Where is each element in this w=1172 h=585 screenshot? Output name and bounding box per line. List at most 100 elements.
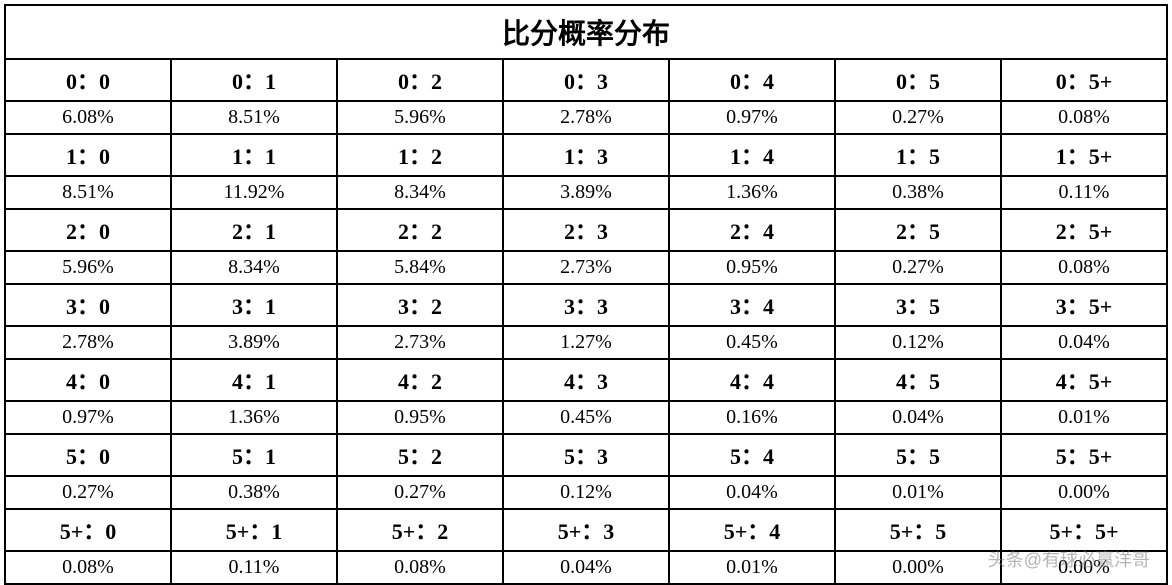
prob-cell: 0.00% bbox=[835, 551, 1001, 584]
prob-cell: 0.04% bbox=[1001, 326, 1167, 359]
prob-cell: 0.00% bbox=[1001, 476, 1167, 509]
score-cell: 1：5+ bbox=[1001, 134, 1167, 176]
prob-cell: 2.73% bbox=[337, 326, 503, 359]
score-row: 0：00：10：20：30：40：50：5+ bbox=[5, 59, 1167, 101]
prob-cell: 3.89% bbox=[503, 176, 669, 209]
prob-cell: 0.97% bbox=[669, 101, 835, 134]
prob-cell: 1.36% bbox=[669, 176, 835, 209]
score-cell: 5：5 bbox=[835, 434, 1001, 476]
title-row: 比分概率分布 bbox=[5, 5, 1167, 59]
score-cell: 5+：1 bbox=[171, 509, 337, 551]
score-cell: 4：5 bbox=[835, 359, 1001, 401]
prob-cell: 0.12% bbox=[503, 476, 669, 509]
score-cell: 5+：5 bbox=[835, 509, 1001, 551]
prob-cell: 0.16% bbox=[669, 401, 835, 434]
prob-cell: 0.08% bbox=[337, 551, 503, 584]
score-cell: 5：4 bbox=[669, 434, 835, 476]
score-cell: 0：5 bbox=[835, 59, 1001, 101]
score-cell: 5+：5+ bbox=[1001, 509, 1167, 551]
score-cell: 3：4 bbox=[669, 284, 835, 326]
score-cell: 5+：2 bbox=[337, 509, 503, 551]
score-cell: 5+：0 bbox=[5, 509, 171, 551]
prob-cell: 0.00% bbox=[1001, 551, 1167, 584]
score-cell: 2：0 bbox=[5, 209, 171, 251]
score-cell: 5：2 bbox=[337, 434, 503, 476]
score-cell: 1：1 bbox=[171, 134, 337, 176]
score-cell: 1：5 bbox=[835, 134, 1001, 176]
prob-cell: 3.89% bbox=[171, 326, 337, 359]
score-cell: 2：2 bbox=[337, 209, 503, 251]
score-cell: 5：0 bbox=[5, 434, 171, 476]
prob-cell: 6.08% bbox=[5, 101, 171, 134]
prob-cell: 0.04% bbox=[835, 401, 1001, 434]
prob-cell: 8.51% bbox=[171, 101, 337, 134]
prob-cell: 0.12% bbox=[835, 326, 1001, 359]
prob-cell: 2.78% bbox=[503, 101, 669, 134]
score-cell: 2：5+ bbox=[1001, 209, 1167, 251]
score-cell: 3：5 bbox=[835, 284, 1001, 326]
score-cell: 5+：3 bbox=[503, 509, 669, 551]
prob-cell: 0.01% bbox=[835, 476, 1001, 509]
prob-cell: 0.45% bbox=[669, 326, 835, 359]
prob-cell: 0.08% bbox=[1001, 251, 1167, 284]
score-probability-table: 比分概率分布 0：00：10：20：30：40：50：5+6.08%8.51%5… bbox=[4, 4, 1168, 585]
prob-cell: 8.51% bbox=[5, 176, 171, 209]
score-cell: 1：0 bbox=[5, 134, 171, 176]
prob-cell: 0.08% bbox=[5, 551, 171, 584]
prob-row: 0.27%0.38%0.27%0.12%0.04%0.01%0.00% bbox=[5, 476, 1167, 509]
prob-cell: 0.95% bbox=[669, 251, 835, 284]
score-cell: 5：3 bbox=[503, 434, 669, 476]
score-cell: 1：2 bbox=[337, 134, 503, 176]
score-cell: 4：0 bbox=[5, 359, 171, 401]
score-cell: 0：5+ bbox=[1001, 59, 1167, 101]
score-cell: 5+：4 bbox=[669, 509, 835, 551]
score-cell: 0：3 bbox=[503, 59, 669, 101]
prob-cell: 0.01% bbox=[1001, 401, 1167, 434]
score-cell: 3：3 bbox=[503, 284, 669, 326]
score-cell: 0：2 bbox=[337, 59, 503, 101]
prob-cell: 1.27% bbox=[503, 326, 669, 359]
score-cell: 5：1 bbox=[171, 434, 337, 476]
score-cell: 2：3 bbox=[503, 209, 669, 251]
prob-cell: 8.34% bbox=[337, 176, 503, 209]
prob-cell: 0.11% bbox=[171, 551, 337, 584]
score-cell: 4：3 bbox=[503, 359, 669, 401]
prob-row: 8.51%11.92%8.34%3.89%1.36%0.38%0.11% bbox=[5, 176, 1167, 209]
score-cell: 2：4 bbox=[669, 209, 835, 251]
table-title: 比分概率分布 bbox=[5, 5, 1167, 59]
prob-cell: 0.04% bbox=[503, 551, 669, 584]
prob-row: 2.78%3.89%2.73%1.27%0.45%0.12%0.04% bbox=[5, 326, 1167, 359]
prob-cell: 5.96% bbox=[5, 251, 171, 284]
score-cell: 4：1 bbox=[171, 359, 337, 401]
prob-cell: 0.01% bbox=[669, 551, 835, 584]
score-row: 2：02：12：22：32：42：52：5+ bbox=[5, 209, 1167, 251]
prob-row: 6.08%8.51%5.96%2.78%0.97%0.27%0.08% bbox=[5, 101, 1167, 134]
score-cell: 2：1 bbox=[171, 209, 337, 251]
score-cell: 4：5+ bbox=[1001, 359, 1167, 401]
score-cell: 3：0 bbox=[5, 284, 171, 326]
score-cell: 4：2 bbox=[337, 359, 503, 401]
score-row: 3：03：13：23：33：43：53：5+ bbox=[5, 284, 1167, 326]
score-cell: 0：0 bbox=[5, 59, 171, 101]
prob-cell: 0.45% bbox=[503, 401, 669, 434]
prob-cell: 0.27% bbox=[337, 476, 503, 509]
prob-cell: 0.27% bbox=[835, 251, 1001, 284]
prob-row: 0.97%1.36%0.95%0.45%0.16%0.04%0.01% bbox=[5, 401, 1167, 434]
prob-cell: 0.08% bbox=[1001, 101, 1167, 134]
score-row: 5：05：15：25：35：45：55：5+ bbox=[5, 434, 1167, 476]
prob-cell: 8.34% bbox=[171, 251, 337, 284]
prob-row: 5.96%8.34%5.84%2.73%0.95%0.27%0.08% bbox=[5, 251, 1167, 284]
score-cell: 3：2 bbox=[337, 284, 503, 326]
score-cell: 1：3 bbox=[503, 134, 669, 176]
score-cell: 3：1 bbox=[171, 284, 337, 326]
prob-cell: 0.38% bbox=[171, 476, 337, 509]
score-cell: 1：4 bbox=[669, 134, 835, 176]
prob-cell: 2.73% bbox=[503, 251, 669, 284]
prob-cell: 5.84% bbox=[337, 251, 503, 284]
score-row: 1：01：11：21：31：41：51：5+ bbox=[5, 134, 1167, 176]
prob-cell: 0.38% bbox=[835, 176, 1001, 209]
score-row: 5+：05+：15+：25+：35+：45+：55+：5+ bbox=[5, 509, 1167, 551]
prob-cell: 0.04% bbox=[669, 476, 835, 509]
score-cell: 4：4 bbox=[669, 359, 835, 401]
score-cell: 2：5 bbox=[835, 209, 1001, 251]
